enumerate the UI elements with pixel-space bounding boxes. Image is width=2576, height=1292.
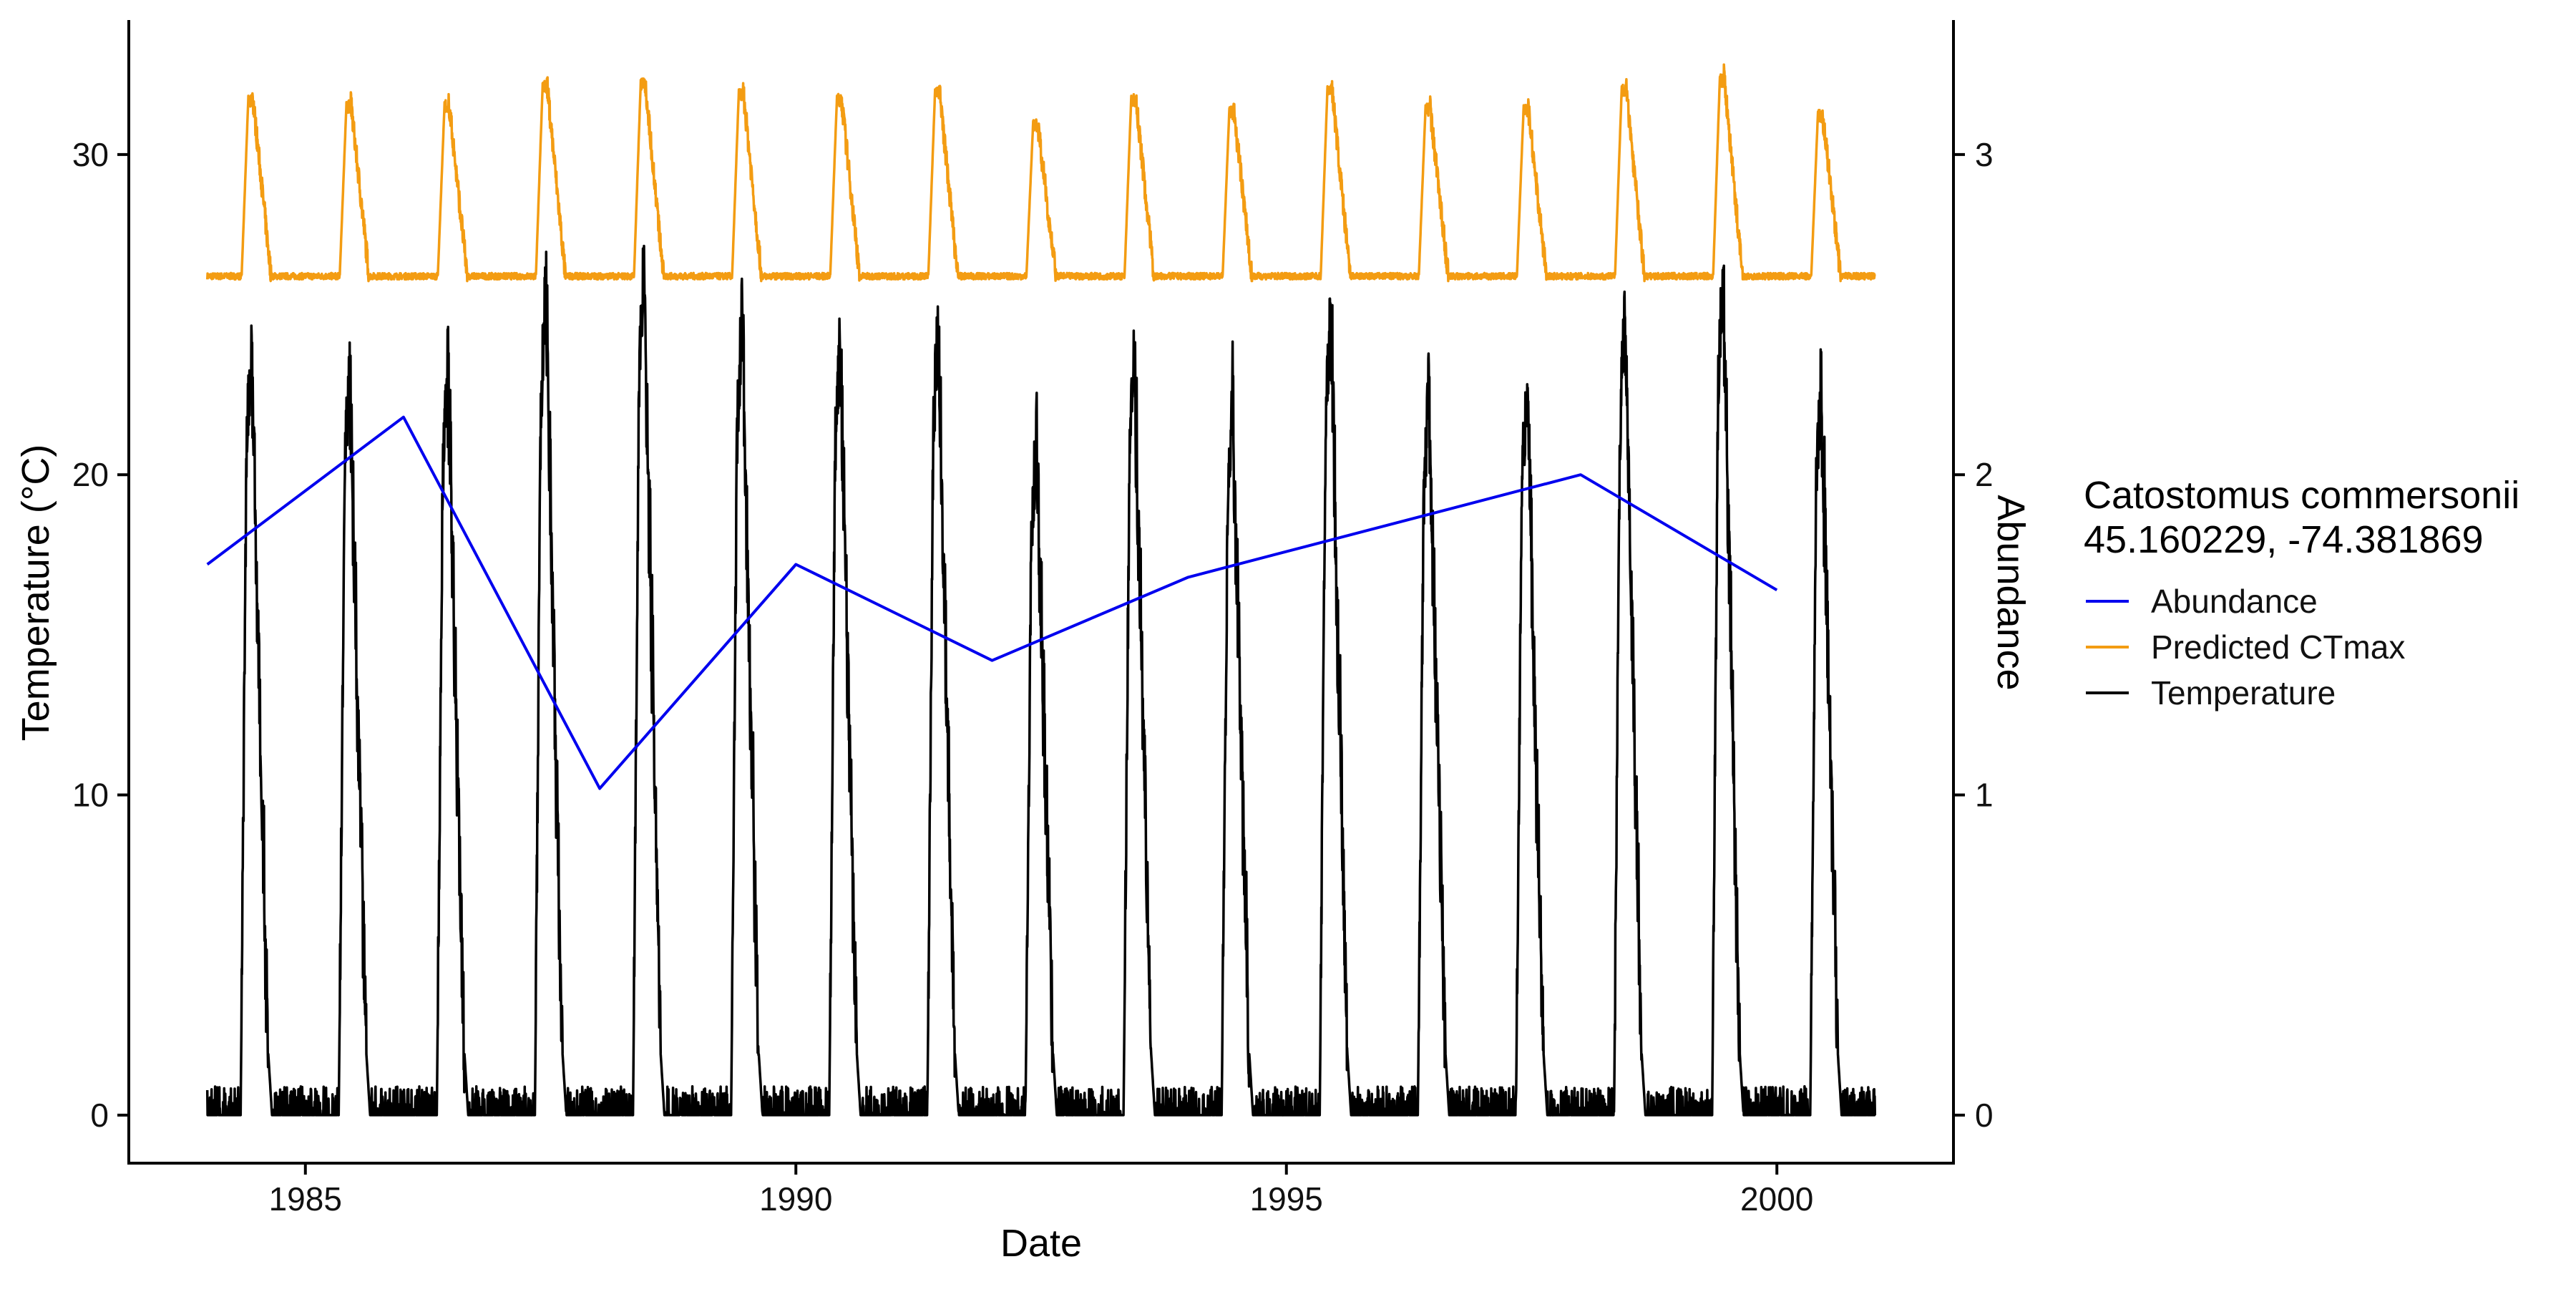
y-tick-label-2: 20: [72, 456, 109, 493]
y2-axis-title: Abundance: [1989, 495, 2032, 690]
x-tick-label-0: 1985: [269, 1180, 342, 1218]
y-tick-label-3: 30: [72, 136, 109, 173]
x-tick-label-2: 1995: [1250, 1180, 1323, 1218]
x-tick-label-1: 1990: [759, 1180, 832, 1218]
series-abundance-line: [206, 415, 1778, 790]
x-tick-label-3: 2000: [1740, 1180, 1813, 1218]
plot-area: 1985 1990 1995 2000 0 10 20 30 0 1 2 3: [72, 20, 1994, 1218]
tick-layer: 1985 1990 1995 2000 0 10 20 30 0 1 2 3: [72, 136, 1994, 1218]
y-tick-label-0: 0: [90, 1097, 109, 1134]
legend-label-2: Temperature: [2151, 674, 2336, 711]
legend-entries: Abundance Predicted CTmax Temperature: [2086, 583, 2405, 711]
legend-title-line1: Catostomus commersonii: [2084, 474, 2519, 517]
y2-tick-label-1: 1: [1975, 777, 1994, 814]
legend-title-line2: 45.160229, -74.381869: [2084, 518, 2484, 561]
y2-tick-label-3: 3: [1975, 136, 1994, 173]
x-axis-title: Date: [1000, 1222, 1082, 1265]
y-tick-label-1: 10: [72, 777, 109, 814]
series-layer: [205, 63, 1877, 1117]
y-axis-title: Temperature (°C): [14, 445, 57, 742]
series-temperature-line: [205, 244, 1877, 1117]
legend-label-1: Predicted CTmax: [2151, 628, 2405, 666]
legend: Catostomus commersonii 45.160229, -74.38…: [2084, 474, 2519, 711]
series-predicted-ctmax-line: [205, 63, 1876, 283]
y2-tick-label-0: 0: [1975, 1097, 1994, 1134]
y2-tick-label-2: 2: [1975, 456, 1994, 493]
legend-label-0: Abundance: [2151, 583, 2318, 620]
